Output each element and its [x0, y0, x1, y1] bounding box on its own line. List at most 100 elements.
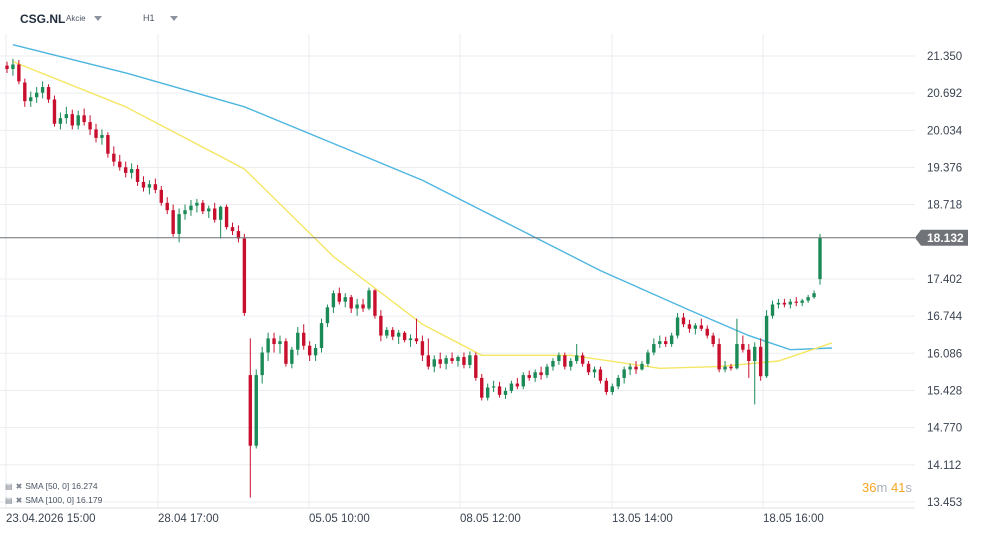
y-tick-label: 13.453: [927, 497, 962, 509]
candle-body: [290, 349, 294, 364]
candles-layer: [5, 58, 822, 498]
symbol-selector[interactable]: CSG.NL: [20, 12, 66, 26]
candle-body: [675, 317, 680, 336]
candle-body: [34, 92, 39, 98]
candle-body: [628, 366, 632, 370]
candle-body: [818, 237, 822, 280]
candle-body: [337, 293, 342, 302]
candle-body: [592, 369, 597, 373]
candle-body: [272, 338, 276, 345]
indicator-settings-icon[interactable]: ▤: [5, 481, 13, 491]
candle-body: [735, 344, 739, 369]
timeframe-dropdown-icon[interactable]: [170, 16, 178, 21]
candle-body: [551, 360, 555, 367]
candle-body: [218, 206, 223, 220]
candle-body: [764, 315, 769, 377]
candle-body: [788, 301, 793, 305]
sma100-line: [12, 44, 832, 351]
candle-body: [343, 297, 347, 302]
candle-body: [5, 65, 9, 69]
legend-sma50-label: SMA [50, 0] 16.274: [25, 481, 98, 491]
candle-body: [664, 341, 668, 345]
candle-body: [509, 383, 514, 391]
y-tick-label: 16.086: [927, 348, 962, 360]
candle-body: [705, 328, 709, 336]
candle-body: [70, 114, 74, 126]
candle-body: [171, 210, 175, 234]
timeframe-selector[interactable]: H1: [143, 13, 155, 23]
candle-body: [444, 358, 448, 364]
candle-body: [687, 324, 692, 329]
x-tick-label: 28.04 17:00: [158, 513, 219, 525]
candle-body: [248, 375, 253, 446]
candle-body: [729, 366, 733, 369]
candle-body: [782, 302, 787, 305]
instrument-type: Akcie: [66, 14, 86, 23]
candle-body: [213, 208, 217, 220]
x-axis: 23.04.2026 15:00 28.04 17:00 05.05 10:00 08…: [6, 513, 824, 525]
indicator-settings-icon[interactable]: ▤: [5, 495, 13, 505]
candle-body: [485, 387, 490, 398]
candle-body: [812, 293, 816, 298]
candle-body: [806, 297, 810, 301]
candle-body: [367, 290, 371, 309]
legend-sma100-label: SMA [100, 0] 16.179: [25, 495, 103, 505]
y-tick-label: 20.692: [927, 88, 962, 100]
candle-body: [450, 358, 454, 361]
candle-body: [545, 366, 549, 376]
candle-body: [402, 332, 407, 341]
candle-body: [652, 344, 656, 353]
candle-body: [515, 383, 520, 387]
candle-body: [224, 206, 229, 228]
indicator-remove-icon[interactable]: ✖: [15, 495, 23, 505]
candle-body: [313, 347, 318, 356]
candle-body: [563, 355, 567, 367]
candle-body: [147, 184, 152, 188]
candle-body: [373, 290, 377, 316]
x-tick-label: 18.05 16:00: [763, 513, 824, 525]
candle-body: [711, 335, 715, 345]
candle-body: [586, 363, 591, 373]
candle-body: [361, 304, 365, 309]
candle-body: [159, 189, 163, 203]
countdown-minutes: 36: [862, 480, 877, 495]
candle-body: [658, 341, 662, 345]
candle-body: [758, 346, 763, 377]
candle-body: [693, 325, 698, 329]
candle-body: [753, 346, 757, 361]
candle-body: [414, 338, 419, 342]
symbol-dropdown-icon[interactable]: [94, 16, 102, 21]
candle-body: [741, 344, 745, 350]
candle-body: [527, 375, 531, 378]
candle-body: [76, 115, 80, 126]
candle-body: [242, 238, 247, 313]
candle-body: [396, 332, 401, 337]
candle-body: [770, 304, 775, 316]
y-tick-label: 16.744: [927, 311, 963, 323]
candle-body: [88, 122, 92, 130]
candle-body: [432, 359, 436, 367]
candle-body: [391, 329, 395, 337]
candle-body: [634, 366, 638, 370]
y-axis: 21.350 20.692 20.034 19.376 18.718 17.402 16.7…: [927, 51, 963, 509]
chart-header: CSG.NL Akcie H1: [0, 0, 986, 34]
candle-body: [189, 205, 193, 211]
candle-body: [669, 335, 674, 345]
current-price-marker: 18.132: [0, 229, 968, 246]
candle-body: [29, 97, 33, 102]
candle-body: [153, 184, 158, 190]
candle-body: [480, 377, 484, 398]
candle-body: [557, 355, 561, 361]
legend-sma50: ▤ ✖ SMA [50, 0] 16.274: [5, 481, 98, 491]
indicator-remove-icon[interactable]: ✖: [15, 481, 23, 491]
candle-body: [23, 82, 27, 102]
candle-body: [236, 231, 241, 239]
candle-body: [503, 390, 508, 395]
candle-body: [497, 386, 502, 395]
sma100-layer: [12, 44, 832, 351]
candle-body: [165, 202, 169, 211]
candle-body: [112, 153, 116, 162]
candle-body: [610, 386, 614, 393]
candle-body: [456, 357, 460, 361]
